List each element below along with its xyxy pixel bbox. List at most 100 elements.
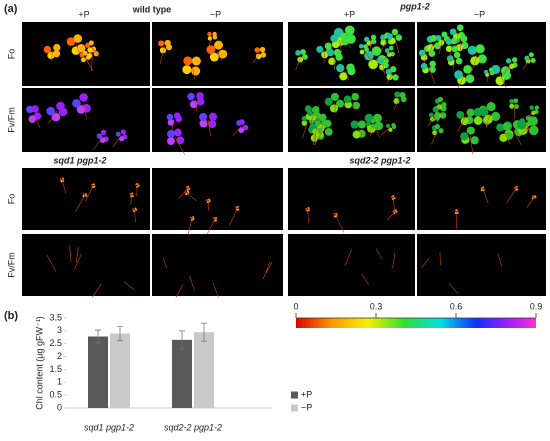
root bbox=[75, 195, 86, 212]
leaf bbox=[446, 283, 449, 286]
leaf bbox=[514, 104, 519, 109]
leaf bbox=[437, 250, 440, 253]
leaf bbox=[451, 45, 458, 53]
leaf bbox=[324, 128, 333, 136]
root bbox=[392, 252, 396, 269]
column-label: −P bbox=[210, 9, 221, 19]
leaf bbox=[336, 64, 345, 73]
leaf bbox=[441, 102, 447, 108]
root bbox=[186, 192, 197, 202]
root bbox=[345, 70, 349, 81]
legend-label: +P bbox=[301, 389, 312, 399]
leaf bbox=[301, 120, 308, 126]
leaf bbox=[330, 34, 339, 43]
leaf bbox=[395, 34, 403, 41]
leaf bbox=[31, 105, 39, 113]
leaf bbox=[394, 249, 397, 253]
leaf bbox=[445, 45, 453, 52]
leaf bbox=[84, 193, 88, 196]
root bbox=[207, 119, 212, 137]
leaf bbox=[358, 43, 364, 49]
leaf bbox=[307, 110, 313, 117]
bar bbox=[88, 336, 108, 408]
colorbar-tick-label: 0 bbox=[293, 301, 298, 311]
root bbox=[375, 248, 383, 260]
leaf bbox=[483, 69, 489, 75]
leaf bbox=[199, 119, 208, 128]
root bbox=[512, 129, 522, 145]
leaf bbox=[344, 25, 355, 36]
root bbox=[48, 110, 58, 124]
leaf bbox=[82, 193, 85, 196]
root bbox=[91, 53, 93, 72]
root bbox=[381, 51, 391, 64]
leaf bbox=[438, 128, 444, 134]
leaf bbox=[295, 49, 301, 56]
root bbox=[212, 282, 219, 298]
leaf bbox=[206, 45, 216, 55]
leaf bbox=[388, 45, 394, 51]
leaf bbox=[81, 57, 86, 63]
root bbox=[525, 109, 535, 120]
leaf bbox=[254, 47, 261, 53]
leaf bbox=[456, 111, 465, 119]
leaf bbox=[316, 45, 324, 53]
root bbox=[526, 197, 535, 209]
leaf bbox=[446, 281, 449, 284]
block-title: sqd2-2 pgp1-2 bbox=[349, 155, 410, 165]
leaf bbox=[123, 278, 126, 282]
leaf bbox=[333, 48, 342, 57]
leaf bbox=[460, 132, 469, 141]
leaf bbox=[101, 281, 104, 284]
leaf bbox=[350, 247, 353, 250]
leaf bbox=[438, 39, 445, 46]
leaf bbox=[513, 186, 517, 189]
leaf bbox=[192, 217, 195, 221]
leaf bbox=[76, 246, 79, 249]
leaf bbox=[534, 105, 540, 110]
leaf bbox=[370, 119, 376, 124]
leaf bbox=[374, 121, 383, 131]
root bbox=[429, 43, 434, 53]
root bbox=[90, 46, 100, 58]
leaf bbox=[212, 280, 215, 283]
root bbox=[84, 185, 94, 202]
leaf bbox=[394, 209, 397, 212]
leaf bbox=[214, 216, 218, 220]
leaf bbox=[460, 117, 469, 126]
root bbox=[369, 124, 372, 136]
leaf bbox=[448, 281, 452, 284]
leaf bbox=[85, 42, 91, 48]
leaf bbox=[394, 91, 401, 98]
leaf bbox=[309, 123, 316, 130]
leaf bbox=[208, 119, 217, 129]
leaf bbox=[185, 193, 188, 196]
root bbox=[74, 253, 82, 270]
colorbar-tick-label: 0.9 bbox=[530, 301, 543, 311]
root bbox=[178, 188, 189, 199]
leaf bbox=[270, 257, 273, 260]
x-tick-label: sqd2-2 pgp1-2 bbox=[164, 422, 222, 432]
leaf bbox=[218, 49, 228, 59]
leaf bbox=[67, 243, 70, 246]
leaf bbox=[524, 55, 530, 61]
leaf bbox=[28, 115, 37, 123]
root bbox=[421, 258, 430, 269]
leaf bbox=[47, 51, 55, 60]
y-tick-label: 3 bbox=[57, 325, 62, 335]
leaf bbox=[336, 99, 345, 108]
leaf bbox=[208, 112, 218, 121]
leaf bbox=[329, 104, 338, 113]
root bbox=[449, 45, 453, 62]
leaf bbox=[183, 56, 193, 66]
root bbox=[134, 209, 136, 223]
leaf bbox=[59, 178, 62, 181]
leaf bbox=[71, 46, 81, 55]
leaf bbox=[187, 185, 190, 188]
leaf bbox=[388, 127, 393, 132]
root bbox=[482, 188, 489, 204]
leaf bbox=[455, 209, 458, 212]
root bbox=[84, 56, 93, 71]
leaf bbox=[392, 250, 395, 253]
